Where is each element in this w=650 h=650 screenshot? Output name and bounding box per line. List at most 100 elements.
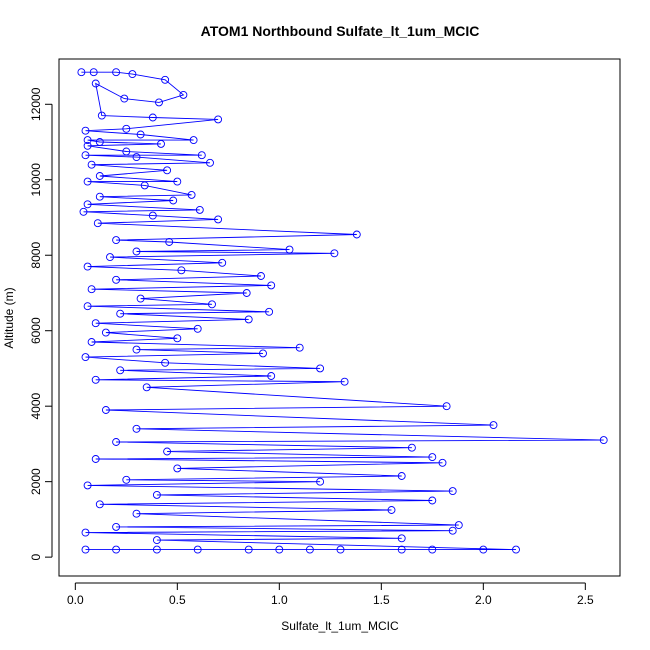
data-point — [95, 138, 104, 146]
data-point — [83, 481, 92, 490]
plot-frame — [58, 58, 621, 577]
data-point — [438, 458, 447, 467]
data-point — [79, 207, 88, 216]
x-axis: 0.0 0.5 1.0 1.5 2.0 2.5 — [67, 582, 594, 607]
data-point — [81, 126, 90, 135]
y-tick-label: 12000 — [29, 87, 43, 121]
data-point — [267, 281, 276, 290]
data-point — [275, 545, 284, 554]
data-point — [155, 98, 163, 107]
data-point — [407, 443, 416, 452]
data-point — [116, 309, 125, 318]
chart-title: ATOM1 Northbound Sulfate_lt_1um_MCIC — [201, 23, 480, 39]
data-point — [316, 477, 325, 486]
y-tick-label: 6000 — [29, 317, 43, 344]
data-point — [83, 177, 92, 186]
data-point — [165, 238, 174, 246]
data-point — [83, 141, 92, 150]
x-tick-label: 1.5 — [373, 593, 390, 607]
data-point — [173, 334, 182, 343]
data-point — [95, 172, 104, 180]
x-tick-label: 2.5 — [577, 593, 594, 607]
data-point — [352, 230, 361, 239]
data-point — [87, 160, 96, 169]
data-point — [77, 68, 86, 77]
data-point — [152, 536, 161, 545]
data-point — [132, 345, 141, 354]
x-tick-label: 0.5 — [169, 593, 186, 607]
data-point — [132, 247, 141, 256]
y-tick-label: 2000 — [29, 468, 43, 495]
data-point — [195, 205, 204, 214]
data-point — [599, 436, 608, 445]
x-axis-label: Sulfate_lt_1um_MCIC — [281, 619, 399, 633]
data-point — [91, 455, 100, 463]
data-point — [428, 545, 437, 554]
data-point — [101, 406, 110, 414]
data-point — [336, 545, 345, 554]
data-point — [157, 139, 165, 148]
data-point — [448, 487, 457, 496]
data-point — [479, 545, 488, 554]
data-point — [295, 343, 304, 352]
data-point — [136, 294, 145, 303]
y-tick-label: 4000 — [29, 393, 43, 420]
data-point — [142, 383, 151, 392]
y-axis-label: Altitude (m) — [2, 287, 16, 348]
data-point — [161, 358, 170, 367]
data-point — [148, 211, 157, 220]
data-point — [208, 300, 216, 309]
data-point — [177, 266, 186, 275]
data-point — [122, 147, 131, 156]
data-point — [83, 136, 92, 145]
data-point — [193, 324, 202, 333]
data-point — [161, 75, 170, 84]
data-point — [187, 190, 196, 199]
y-tick-label: 8000 — [29, 242, 43, 269]
data-point — [397, 534, 406, 543]
data-point — [112, 68, 121, 77]
data-point — [132, 509, 141, 518]
data-point — [152, 545, 161, 554]
data-point — [305, 545, 314, 554]
data-point — [267, 372, 276, 380]
data-point — [259, 349, 267, 358]
data-point — [163, 447, 172, 456]
data-point — [89, 68, 98, 77]
data-point — [122, 124, 131, 133]
data-point — [97, 111, 106, 120]
data-point — [91, 319, 100, 328]
data-point — [106, 253, 114, 262]
y-tick-label: 0 — [29, 553, 43, 560]
series-line — [81, 71, 604, 551]
data-point — [95, 500, 104, 509]
data-point — [454, 521, 463, 530]
data-point — [112, 275, 121, 284]
data-point — [214, 215, 223, 224]
data-point — [128, 70, 137, 79]
data-point — [93, 219, 102, 228]
data-point — [387, 506, 396, 514]
data-point — [448, 526, 457, 535]
data-point — [112, 438, 121, 446]
data-point — [330, 249, 339, 258]
data-point — [87, 338, 96, 346]
data-point — [163, 166, 172, 175]
data-point — [120, 94, 129, 103]
data-point — [112, 236, 121, 245]
data-point — [193, 545, 202, 554]
data-point — [197, 151, 206, 160]
data-point — [173, 177, 182, 186]
data-point — [152, 490, 161, 499]
data-point — [442, 402, 451, 411]
data-point — [244, 315, 253, 324]
data-point — [87, 285, 96, 294]
x-tick-label: 2.0 — [475, 593, 492, 607]
data-point — [265, 307, 274, 316]
data-point — [189, 136, 198, 145]
series-layer — [77, 68, 608, 554]
data-point — [257, 272, 265, 280]
y-axis: 0 2000 4000 6000 8000 10000 12000 — [29, 87, 53, 560]
